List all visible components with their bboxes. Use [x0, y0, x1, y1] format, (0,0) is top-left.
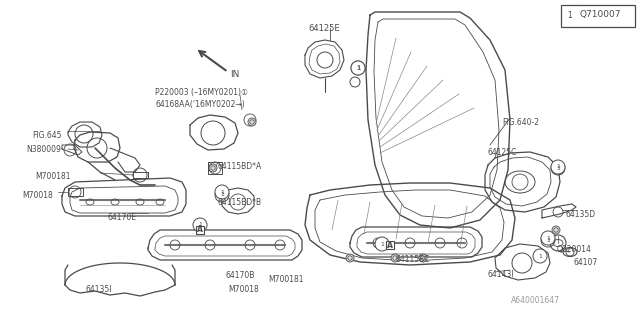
Text: Q710007: Q710007	[580, 10, 621, 19]
Text: 64107: 64107	[573, 258, 597, 267]
Text: Q020014: Q020014	[557, 245, 592, 254]
Text: 64115BD*B: 64115BD*B	[218, 198, 262, 207]
Text: 1: 1	[568, 12, 572, 20]
Text: 64170E: 64170E	[108, 213, 137, 222]
Circle shape	[351, 61, 365, 75]
Text: 64143I: 64143I	[488, 270, 515, 279]
Text: M70018: M70018	[22, 191, 52, 200]
Circle shape	[533, 249, 547, 263]
Text: 1: 1	[220, 189, 224, 195]
Circle shape	[551, 160, 565, 174]
Text: 64125E: 64125E	[308, 24, 340, 33]
Text: M700181: M700181	[35, 172, 70, 181]
Circle shape	[248, 118, 256, 126]
Text: 64125C: 64125C	[487, 148, 516, 157]
Text: 64135D: 64135D	[566, 210, 596, 219]
Circle shape	[215, 185, 229, 199]
Text: 1: 1	[220, 193, 224, 197]
Text: 64168AA(‘16MY0202→): 64168AA(‘16MY0202→)	[155, 100, 244, 109]
Text: 1: 1	[356, 66, 360, 70]
Text: A640001647: A640001647	[511, 296, 560, 305]
Text: 1: 1	[556, 164, 560, 170]
Text: 1: 1	[546, 236, 550, 241]
Circle shape	[552, 226, 560, 234]
Text: 1: 1	[380, 242, 384, 246]
Text: 64115BC: 64115BC	[396, 255, 430, 264]
Text: M700181: M700181	[268, 275, 303, 284]
Text: FIG.640-2: FIG.640-2	[502, 118, 539, 127]
Text: N380009: N380009	[26, 145, 61, 154]
Bar	[386, 241, 394, 249]
Text: 64170B: 64170B	[226, 271, 255, 280]
Text: 64135I: 64135I	[85, 285, 111, 294]
Text: IN: IN	[230, 70, 239, 79]
Circle shape	[419, 254, 427, 262]
Text: A: A	[197, 226, 203, 235]
Text: 64115BD*A: 64115BD*A	[218, 162, 262, 171]
Text: 1: 1	[538, 253, 542, 259]
Text: P220003 (–16MY0201)①: P220003 (–16MY0201)①	[155, 88, 248, 97]
Text: 1: 1	[356, 65, 360, 71]
Circle shape	[375, 237, 389, 251]
Circle shape	[209, 164, 217, 172]
Circle shape	[346, 254, 354, 262]
Text: 1: 1	[556, 165, 560, 171]
Text: 1: 1	[546, 237, 550, 243]
Circle shape	[193, 218, 207, 232]
Circle shape	[391, 254, 399, 262]
Circle shape	[563, 9, 577, 23]
Bar	[561, 5, 635, 27]
Circle shape	[541, 231, 555, 245]
Text: A: A	[387, 241, 393, 250]
Bar	[196, 226, 204, 234]
Text: 1: 1	[198, 222, 202, 228]
Text: M70018: M70018	[228, 285, 259, 294]
Text: FIG.645: FIG.645	[32, 131, 61, 140]
